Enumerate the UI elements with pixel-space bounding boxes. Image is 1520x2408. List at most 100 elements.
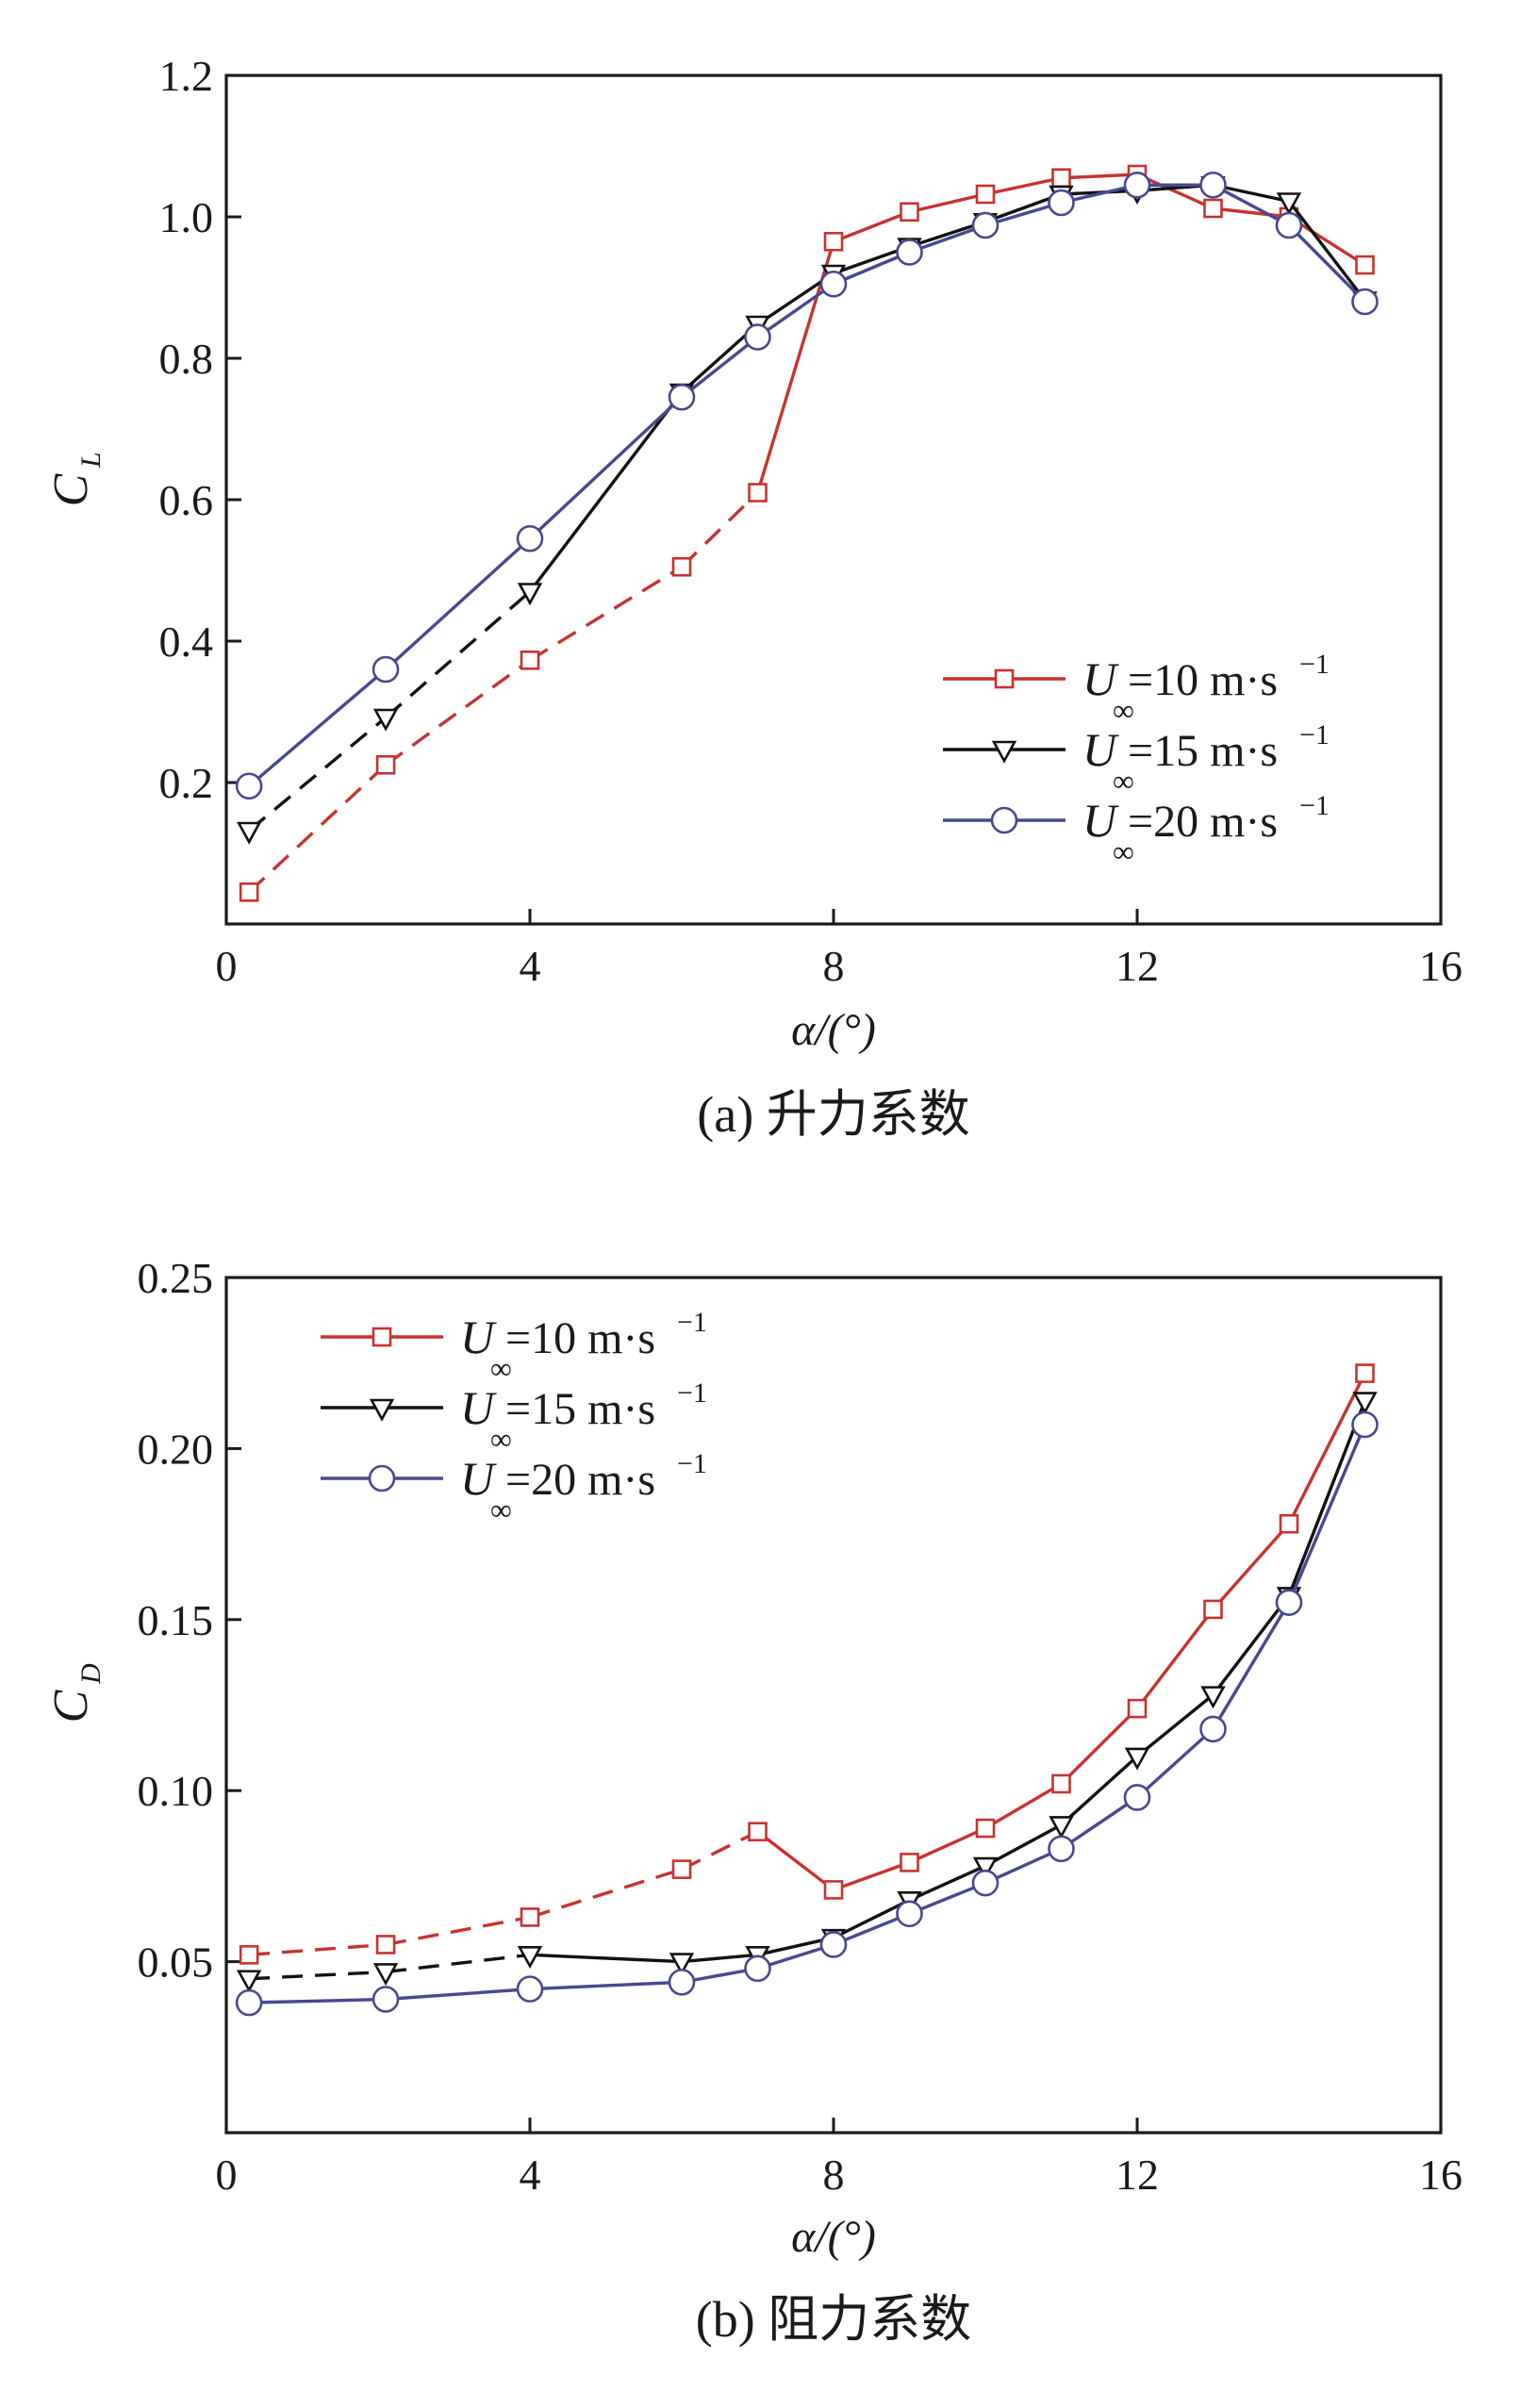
legend: U∞=10 m·s −1U∞=15 m·s −1U∞=20 m·s −1 <box>321 1307 707 1526</box>
series-segment <box>529 1980 683 1991</box>
data-point <box>1051 168 1071 189</box>
x-tick-label: 16 <box>1419 2151 1462 2199</box>
legend-label-subscript: ∞ <box>490 1493 512 1526</box>
series-segment <box>1212 1601 1291 1730</box>
series-dashed-segment <box>529 565 683 662</box>
legend-label-text: =15 m·s <box>1128 726 1278 776</box>
series-dashed-segment <box>385 1953 531 1974</box>
data-point <box>236 1970 262 1993</box>
series-segment <box>984 176 1062 196</box>
x-axis-label: α/(°) <box>791 1005 876 1055</box>
legend-label-superscript: −1 <box>1299 649 1330 680</box>
y-tick-label: 0.6 <box>159 476 214 524</box>
data-point <box>1203 1599 1223 1620</box>
series-segment <box>681 1953 758 1964</box>
data-point <box>375 754 396 775</box>
data-point <box>1123 1784 1151 1811</box>
series-3 <box>235 1410 1379 2017</box>
data-point <box>372 708 399 732</box>
series-2 <box>236 1392 1378 1993</box>
y-tick-label: 0.8 <box>159 335 214 383</box>
series-segment <box>680 336 759 399</box>
data-point <box>1351 1410 1379 1439</box>
x-tick-label: 12 <box>1115 942 1159 990</box>
y-tick-label: 1.2 <box>159 52 214 100</box>
data-point <box>517 583 543 606</box>
series-segment <box>1136 173 1214 210</box>
series-segment <box>1213 206 1290 219</box>
legend-label-subscript: ∞ <box>1113 764 1134 798</box>
y-axis-label-main: C <box>44 1689 98 1723</box>
series-segment <box>528 390 684 593</box>
series-segment <box>1060 1707 1139 1786</box>
data-point <box>235 772 263 800</box>
series-dashed-segment <box>680 491 759 569</box>
series-dashed-segment <box>385 1915 531 1947</box>
data-point <box>520 650 540 670</box>
data-point <box>375 1935 396 1954</box>
data-point <box>819 1931 848 1958</box>
data-point <box>1124 1747 1150 1771</box>
series-segment <box>1212 1523 1291 1611</box>
series-segment <box>1212 1594 1291 1696</box>
series-segment <box>908 1881 986 1916</box>
data-point <box>235 1988 263 2017</box>
series-segment <box>756 282 834 338</box>
data-point <box>896 239 923 266</box>
data-point <box>668 1969 696 1996</box>
series-segment <box>529 1953 683 1964</box>
data-point <box>520 1907 540 1927</box>
data-point <box>1276 192 1302 216</box>
data-point <box>372 1963 399 1987</box>
legend-label-superscript: −1 <box>677 1307 707 1338</box>
series-segment <box>248 668 388 788</box>
data-point <box>744 1954 771 1983</box>
lift-coefficient-panel: 0 4 8 12 16 0.2 0.4 0.6 0.8 1.0 1.2 α/(°) CL (a) 升力系数… <box>44 52 1462 1143</box>
series-dashed-segment <box>249 1970 387 1981</box>
series-segment <box>1135 1608 1214 1710</box>
series-segment <box>984 1847 1063 1885</box>
series-dashed-segment <box>681 1830 759 1872</box>
data-point <box>517 1946 543 1970</box>
series-segment <box>1060 1755 1139 1826</box>
y-tick-label: 0.15 <box>138 1596 214 1644</box>
legend-label-main: U <box>1082 652 1119 705</box>
series-segment <box>984 1782 1063 1830</box>
series-1 <box>239 1363 1375 1965</box>
series-segment <box>1212 183 1290 227</box>
legend-label-superscript: −1 <box>677 1448 707 1479</box>
data-point <box>819 270 848 298</box>
legend-label-text: =15 m·s <box>505 1384 655 1434</box>
legend-label-main: U <box>460 1452 497 1505</box>
data-point <box>900 202 919 223</box>
legend-label-main: U <box>1082 723 1119 776</box>
y-axis-label: CL <box>44 452 107 506</box>
series-segment <box>909 192 986 214</box>
data-point <box>1127 1698 1148 1719</box>
series-segment <box>756 1830 835 1891</box>
series-segment <box>1135 1693 1214 1758</box>
data-point <box>1048 1835 1075 1863</box>
legend-label-subscript: ∞ <box>1113 693 1134 727</box>
legend-label-subscript: ∞ <box>1113 834 1134 868</box>
data-point <box>1351 288 1379 316</box>
data-point <box>1199 1715 1227 1743</box>
legend-label-superscript: −1 <box>677 1377 707 1409</box>
series-segment <box>833 1912 911 1947</box>
data-point <box>1275 211 1303 239</box>
y-tick-label: 0.4 <box>159 618 214 666</box>
series-dashed-segment <box>247 764 388 894</box>
legend-entry: U∞=10 m·s −1 <box>943 649 1330 727</box>
legend-label-subscript: ∞ <box>490 1422 512 1456</box>
data-point <box>671 1859 692 1879</box>
legend-entry: U∞=15 m·s −1 <box>943 719 1330 798</box>
legend-label-text: =10 m·s <box>505 1313 655 1363</box>
data-point <box>1051 1773 1071 1794</box>
legend-entry: U∞=10 m·s −1 <box>321 1307 707 1385</box>
series-segment <box>833 1860 911 1892</box>
series-segment <box>984 1822 1063 1868</box>
x-tick-label: 4 <box>520 942 541 990</box>
legend-entry: U∞=15 m·s −1 <box>321 1377 707 1456</box>
data-point <box>239 1945 259 1965</box>
